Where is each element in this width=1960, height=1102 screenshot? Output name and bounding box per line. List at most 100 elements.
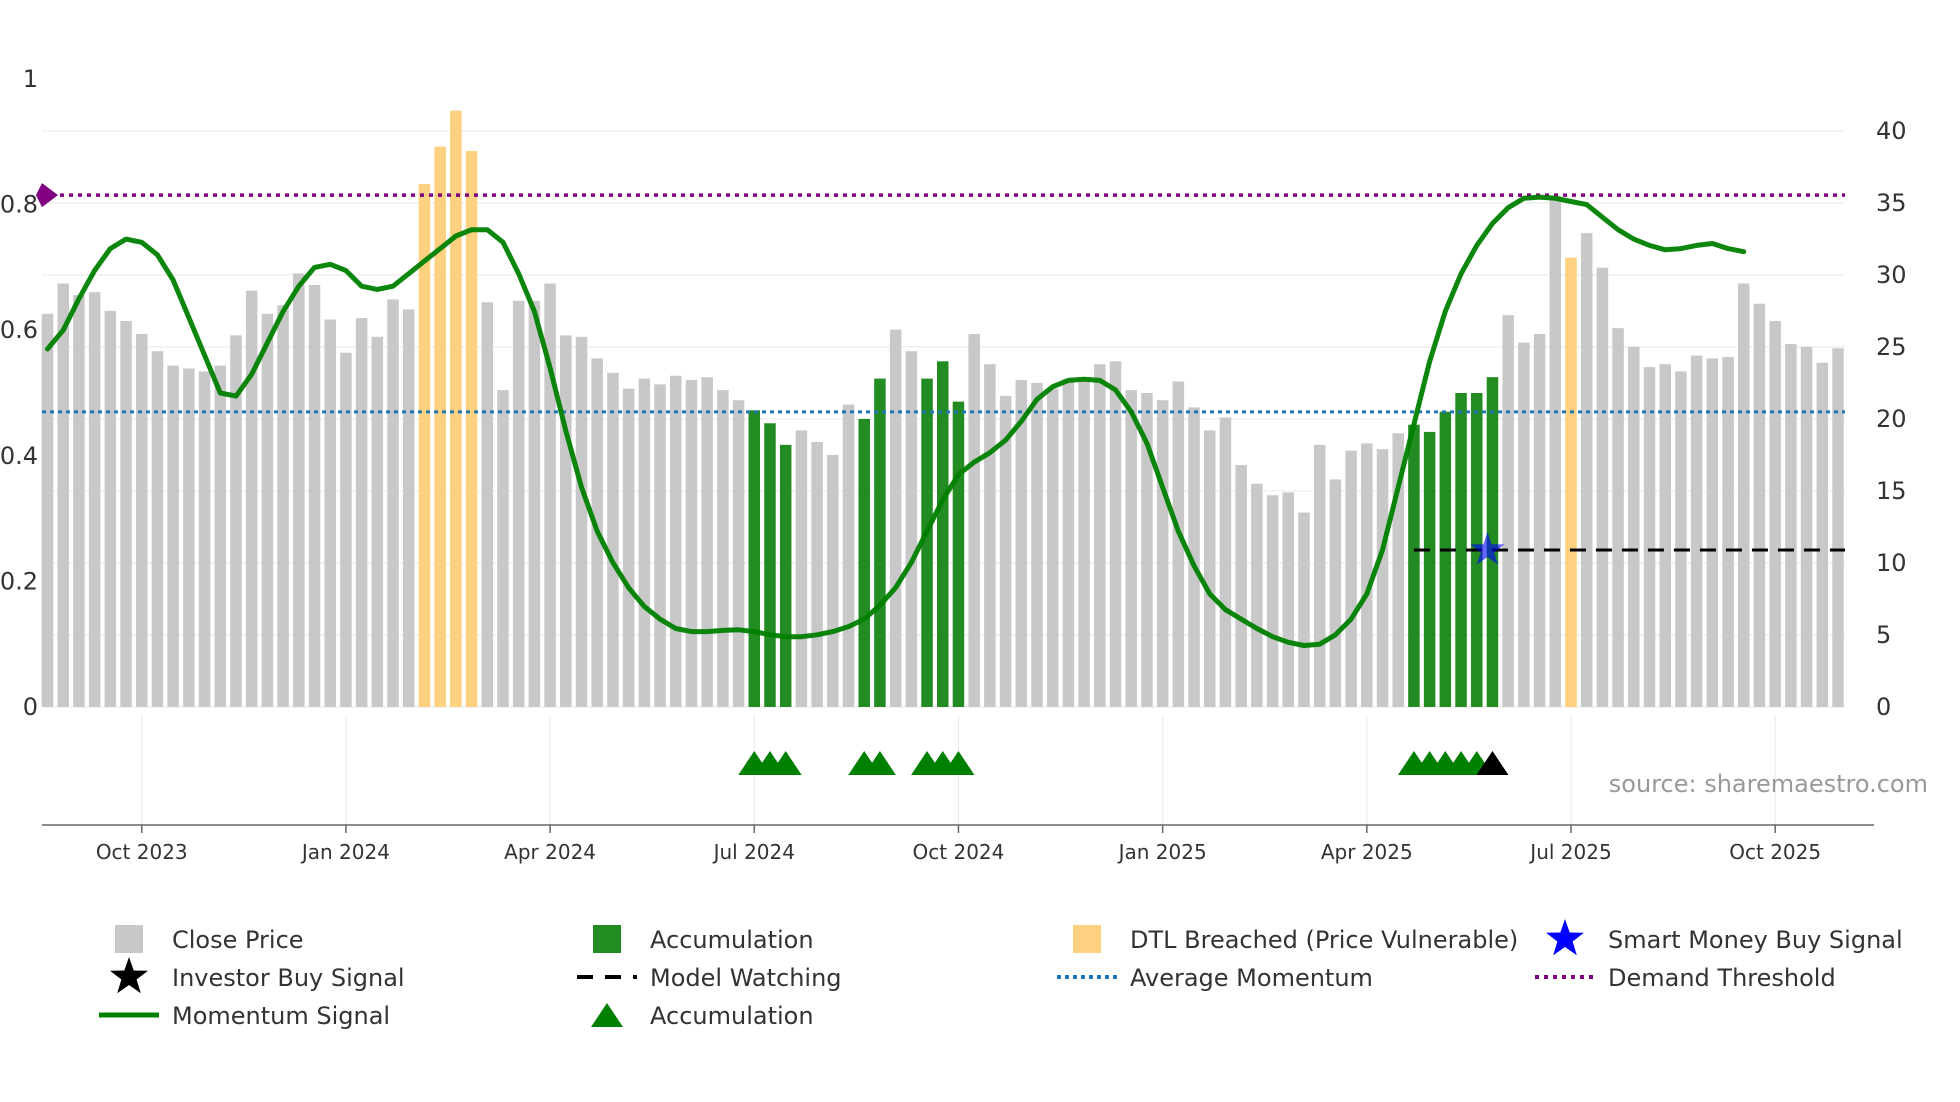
- accumulation-bar: [764, 423, 776, 707]
- price-bars: [41, 110, 1844, 708]
- close-price-bar: [638, 378, 651, 707]
- close-price-bar: [41, 313, 54, 707]
- close-price-bar: [135, 333, 148, 707]
- close-price-bar: [402, 309, 415, 707]
- x-tick-label: Oct 2023: [96, 840, 188, 864]
- legend-label: Demand Threshold: [1608, 964, 1836, 992]
- left-tick-label: 0.8: [0, 191, 38, 219]
- legend-item-accum-marker: Accumulation: [591, 1002, 814, 1030]
- close-price-bar: [1204, 430, 1216, 707]
- close-price-bar: [1219, 417, 1232, 707]
- close-price-bar: [497, 390, 509, 707]
- close-price-bar: [1675, 371, 1687, 707]
- close-price-bar: [1518, 342, 1530, 707]
- close-price-bar: [1109, 361, 1122, 707]
- x-tick-label: Jul 2025: [1528, 840, 1611, 864]
- legend-label: Accumulation: [650, 926, 814, 954]
- close-price-bar: [151, 351, 164, 707]
- close-price-bar: [1015, 380, 1028, 707]
- dtl-breached-bar: [465, 151, 478, 708]
- close-price-bar: [1251, 483, 1263, 707]
- close-price-bar: [245, 290, 258, 707]
- accumulation-bar: [874, 378, 886, 707]
- smart-money-star-icon: [1546, 919, 1584, 956]
- close-price-bar: [1376, 449, 1389, 707]
- close-price-bar: [1549, 195, 1562, 707]
- legend: Close Price Accumulation DTL Breached (Pri…: [99, 919, 1903, 1030]
- x-tick-label: Jan 2025: [1117, 840, 1207, 864]
- close-price-bar: [889, 329, 902, 707]
- close-price-bar: [1078, 378, 1090, 707]
- close-price-bar: [968, 333, 980, 707]
- legend-item-momentum: Momentum Signal: [99, 1002, 390, 1030]
- dtl-breached-bar: [1565, 257, 1577, 707]
- right-tick-label: 10: [1876, 549, 1907, 577]
- x-tick-label: Oct 2025: [1729, 840, 1821, 864]
- accumulation-bar: [748, 410, 761, 707]
- investor-buy-triangle: [1476, 751, 1509, 775]
- accumulation-bar: [1486, 377, 1499, 707]
- close-price-bar: [842, 404, 855, 707]
- dtl-breached-bar: [450, 110, 462, 708]
- legend-label: Accumulation: [650, 1002, 814, 1030]
- close-price-bar: [685, 380, 698, 707]
- smart-money-buy-star: [1470, 532, 1505, 565]
- close-price-bar: [669, 375, 682, 707]
- right-tick-label: 35: [1876, 189, 1907, 217]
- close-price-bar: [1769, 320, 1781, 707]
- legend-item-accum: Accumulation: [593, 925, 814, 954]
- right-tick-label: 30: [1876, 261, 1907, 289]
- close-price-bar: [1706, 358, 1719, 707]
- right-tick-label: 25: [1876, 333, 1907, 361]
- source-label: source: sharemaestro.com: [1609, 770, 1928, 798]
- reference-lines: [36, 183, 1845, 552]
- dtl-breached-bar: [434, 146, 446, 707]
- close-price-bar: [1392, 433, 1404, 707]
- x-tick-label: Apr 2025: [1321, 840, 1413, 864]
- legend-label: Investor Buy Signal: [172, 964, 405, 992]
- close-price-bar: [293, 273, 305, 707]
- close-price-bar: [1533, 333, 1546, 707]
- close-price-bar: [1188, 407, 1200, 707]
- right-tick-label: 15: [1876, 477, 1907, 505]
- close-price-bar: [120, 320, 132, 707]
- series-lines: [45, 194, 1747, 648]
- x-tick-label: Oct 2024: [913, 840, 1005, 864]
- accumulation-bar: [1439, 411, 1452, 707]
- close-price-bar: [984, 364, 996, 707]
- close-price-bar: [575, 336, 588, 707]
- legend-label: Smart Money Buy Signal: [1608, 926, 1903, 954]
- close-price-bar: [1832, 348, 1844, 707]
- legend-item-demand: Demand Threshold: [1535, 964, 1836, 992]
- close-price-bar: [481, 302, 494, 707]
- close-price-bar: [1738, 283, 1750, 707]
- close-price-bar: [1612, 328, 1624, 707]
- dtl-swatch: [1073, 925, 1101, 953]
- close-price-bar: [622, 388, 635, 707]
- legend-item-investor: Investor Buy Signal: [110, 957, 405, 994]
- demand-threshold-marker: [36, 183, 58, 208]
- close-price-bar: [1235, 465, 1247, 707]
- close-price-bar: [1156, 400, 1169, 707]
- legend-label: Average Momentum: [1130, 964, 1373, 992]
- close-price-swatch: [115, 925, 143, 953]
- close-price-bar: [1785, 344, 1797, 707]
- close-price-bar: [512, 300, 525, 707]
- accumulation-bar: [952, 401, 965, 707]
- legend-item-dtl: DTL Breached (Price Vulnerable): [1073, 925, 1518, 954]
- close-price-bar: [261, 313, 274, 707]
- close-price-bar: [88, 292, 101, 707]
- close-price-bar: [528, 300, 541, 707]
- accumulation-triangle: [942, 751, 975, 775]
- close-price-bar: [1141, 393, 1153, 707]
- left-tick-label: 0.2: [0, 567, 38, 595]
- close-price-bar: [701, 377, 713, 707]
- legend-item-avg: Average Momentum: [1057, 964, 1373, 992]
- accumulation-bar: [858, 418, 870, 707]
- close-price-bar: [827, 454, 839, 707]
- close-price-bar: [654, 384, 666, 707]
- close-price-bar: [371, 336, 384, 707]
- close-price-bar: [198, 371, 211, 707]
- close-price-bar: [1298, 512, 1310, 707]
